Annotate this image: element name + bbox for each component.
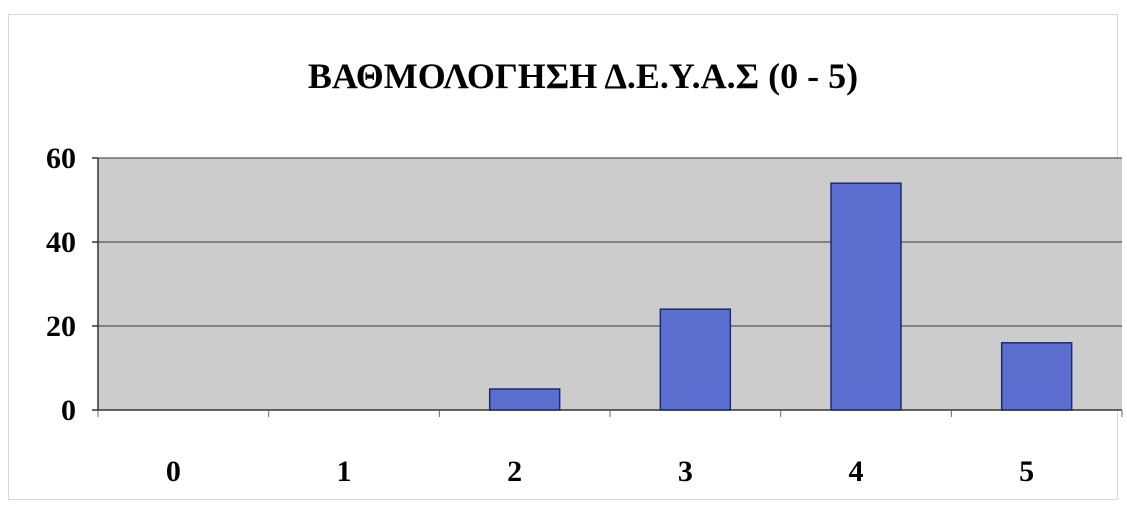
y-tick-label-20: 20 xyxy=(46,310,76,343)
y-axis-ticks: 0 20 40 60 xyxy=(46,142,76,427)
x-tick-label-5: 5 xyxy=(1019,455,1034,488)
y-tick-label-60: 60 xyxy=(46,142,76,175)
x-tick-label-2: 2 xyxy=(507,455,522,488)
axes xyxy=(92,157,1123,417)
chart-title: ΒΑΘΜΟΛΟΓΗΣΗ Δ.Ε.Υ.Α.Σ (0 - 5) xyxy=(308,56,858,96)
bar-2 xyxy=(488,388,561,411)
bar-3 xyxy=(659,308,732,411)
x-tick-label-0: 0 xyxy=(166,455,181,488)
bars xyxy=(488,182,1073,411)
bar-4 xyxy=(830,182,902,411)
y-tick-label-0: 0 xyxy=(61,394,76,427)
x-axis-ticks: 0 1 2 3 4 5 xyxy=(166,455,1034,488)
x-tick-label-1: 1 xyxy=(337,455,352,488)
plot-area xyxy=(98,158,1122,410)
x-tick-label-4: 4 xyxy=(849,455,864,488)
x-tick-label-3: 3 xyxy=(678,455,693,488)
y-tick-label-40: 40 xyxy=(46,226,76,259)
bar-5 xyxy=(1000,342,1073,411)
gridlines xyxy=(98,157,1122,327)
